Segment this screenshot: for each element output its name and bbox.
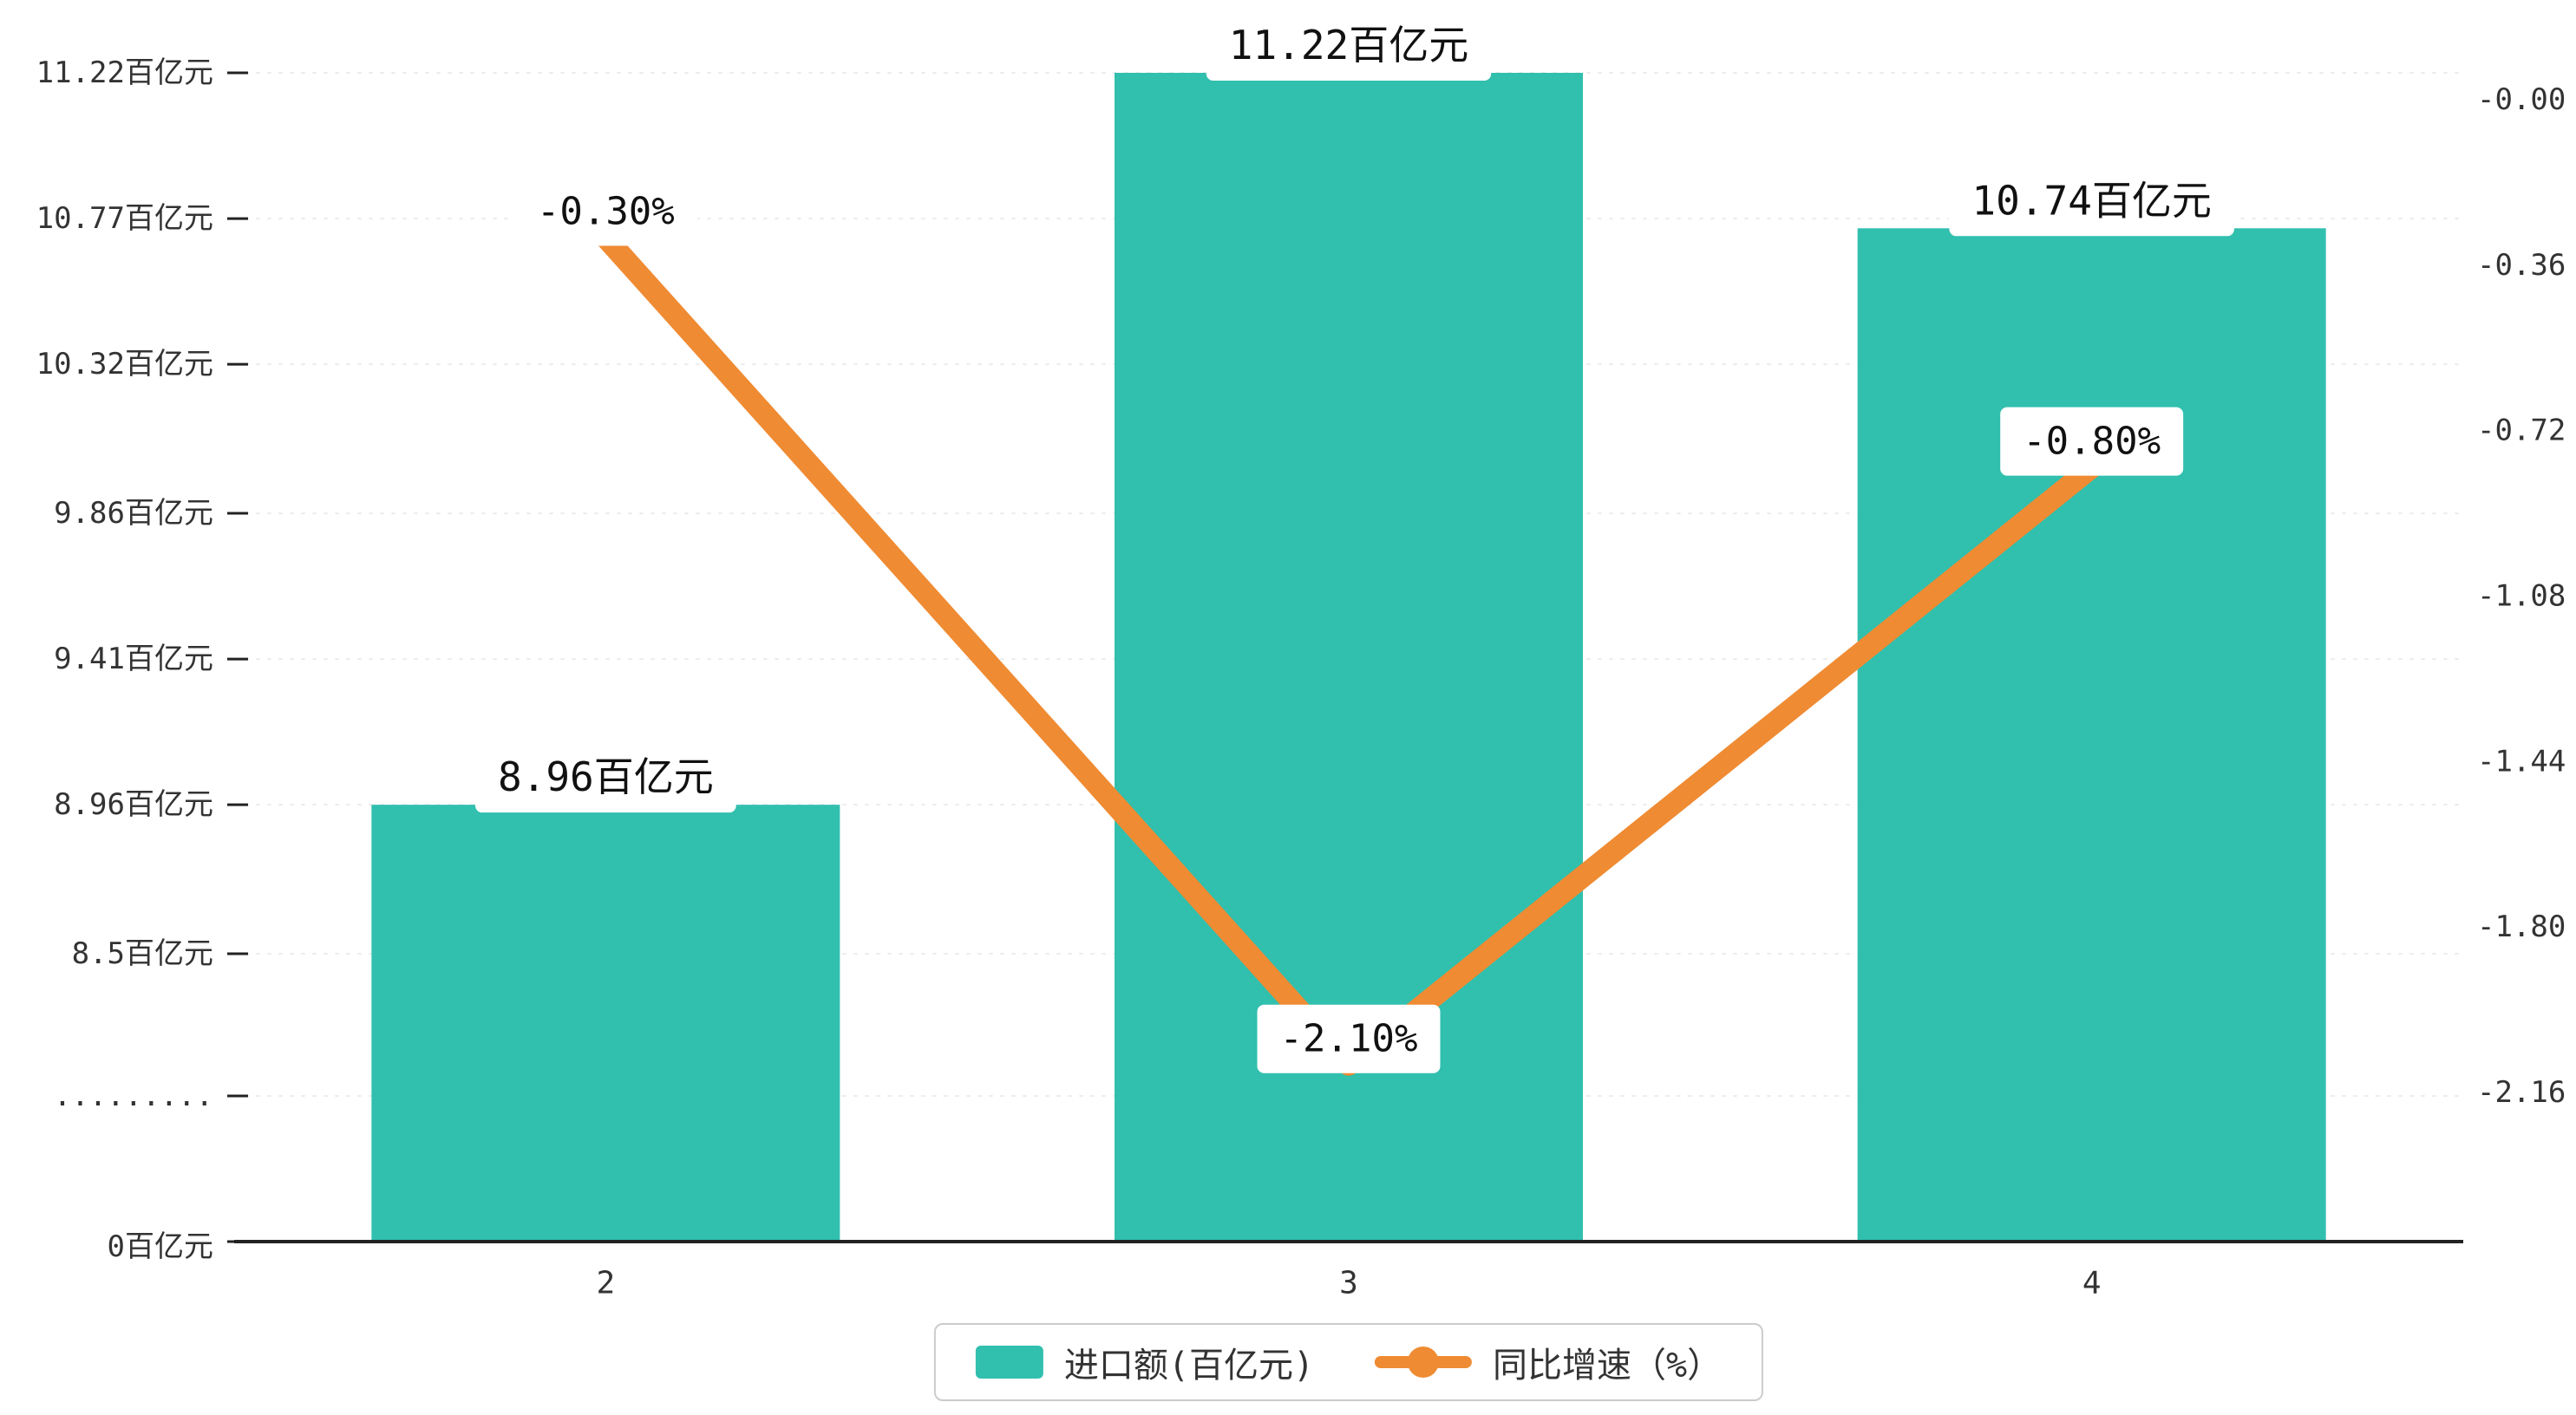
line-value-label: -0.30%: [537, 190, 675, 234]
bar-value-label-box: [1206, 10, 1492, 81]
bar-value-label: 10.74百亿元: [1971, 177, 2211, 224]
bar-series-group: [371, 73, 2326, 1242]
legend-item-imports[interactable]: 进口额(百亿元): [975, 1337, 1315, 1387]
y-axis-left-label: 10.32百亿元: [36, 347, 213, 381]
y-axis-left-label: 8.5百亿元: [72, 936, 213, 971]
bar-value-label: 8.96百亿元: [498, 753, 714, 800]
y-axis-left-label: 8.96百亿元: [54, 787, 213, 822]
y-axis-left-label: .........: [54, 1079, 213, 1113]
line-value-label: -0.80%: [2023, 420, 2161, 464]
y-axis-left-label: 0百亿元: [108, 1229, 213, 1264]
bar-value-label-group: 8.96百亿元: [474, 741, 736, 813]
bar-value-label-group: 10.74百亿元: [1949, 165, 2234, 237]
legend-item-growth[interactable]: 同比增速（%）: [1375, 1337, 1722, 1387]
y-axis-right-label: -1.80: [2477, 910, 2566, 944]
bar-4[interactable]: [1857, 228, 2326, 1242]
line-value-label: -2.10%: [1280, 1017, 1418, 1061]
data-labels: 8.96百亿元 11.22百亿元 10.74百亿元 -0.30% -2.10% -0.80…: [474, 10, 2234, 1073]
legend: 进口额(百亿元) 同比增速（%）: [933, 1323, 1764, 1401]
y-axis-right-label: -1.44: [2477, 744, 2566, 779]
line-value-label-group: -2.10%: [1257, 1004, 1441, 1073]
x-axis-label: 2: [596, 1266, 615, 1301]
legend-label-imports: 进口额(百亿元): [1063, 1346, 1315, 1386]
y-axis-left-label: 10.77百亿元: [36, 201, 213, 236]
bar-series-swatch-icon: [975, 1346, 1043, 1379]
legend-label-growth: 同比增速（%）: [1493, 1346, 1723, 1386]
bar-value-label-box: [1949, 165, 2234, 237]
y-axis-right-label: -1.08: [2477, 579, 2566, 614]
x-axis-label: 3: [1339, 1266, 1358, 1301]
y-axis-right-label: -0.36: [2477, 248, 2566, 283]
y-axis-right-label: -0.72: [2477, 414, 2566, 448]
line-series-swatch-icon: [1375, 1347, 1473, 1378]
line-value-label-box: [2000, 407, 2184, 476]
axes: 11.22百亿元 10.77百亿元 10.32百亿元 9.86百亿元 9.41百亿元 8.…: [36, 55, 2566, 1301]
bar-value-label-box: [474, 741, 736, 813]
bar-value-label: 11.22百亿元: [1229, 22, 1468, 68]
y-axis-left-label: 9.41百亿元: [54, 642, 213, 676]
y-axis-right-label: -0.00: [2477, 82, 2566, 117]
line-value-label-box: [513, 177, 697, 246]
line-value-label-box: [1257, 1004, 1441, 1073]
y-axis-left-label: 9.86百亿元: [54, 496, 213, 531]
bar-value-label-group: 11.22百亿元: [1206, 10, 1492, 81]
line-series-dot-icon: [1408, 1347, 1440, 1378]
y-axis-right-label: -2.16: [2477, 1075, 2566, 1110]
line-value-label-group: -0.30%: [513, 177, 697, 246]
y-axis-left-label: 11.22百亿元: [36, 55, 213, 90]
bar-2[interactable]: [371, 805, 840, 1242]
x-axis-label: 4: [2082, 1266, 2102, 1301]
line-value-label-group: -0.80%: [2000, 407, 2184, 476]
